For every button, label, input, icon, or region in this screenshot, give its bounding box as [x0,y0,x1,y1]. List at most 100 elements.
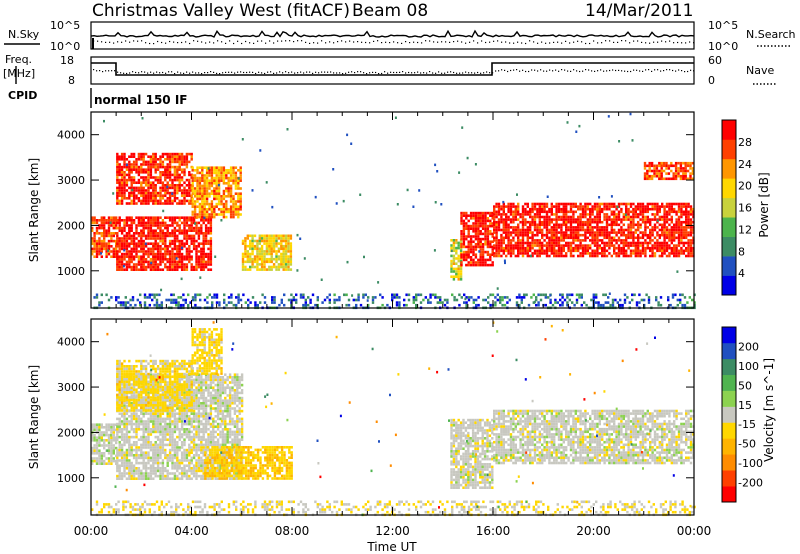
heatmap-cell [567,236,570,240]
heatmap-cell [672,177,675,181]
heatmap-cell [667,167,671,170]
heatmap-cell [481,217,485,220]
heatmap-cell [663,215,666,219]
heatmap-cell [689,231,693,234]
heatmap-cell [287,247,290,251]
heatmap-cell [668,218,671,221]
heatmap-cell [112,459,115,463]
heatmap-cell [472,298,475,302]
heatmap-cell [213,197,216,201]
heatmap-cell [128,258,131,261]
heatmap-cell [572,213,575,216]
heatmap-cell [507,239,510,242]
heatmap-cell [434,201,437,204]
heatmap-cell [512,226,515,229]
heatmap-cell [144,250,148,253]
heatmap-cell [574,226,577,229]
heatmap-cell [495,223,498,227]
heatmap-cell [162,209,165,213]
heatmap-cell [222,179,226,182]
heatmap-cell [199,276,202,279]
heatmap-cell [204,229,208,232]
nsearch-dot [625,40,627,42]
heatmap-cell [634,241,637,245]
heatmap-cell [147,199,150,203]
heatmap-cell [589,220,592,224]
heatmap-cell [203,184,206,188]
heatmap-cell [125,263,129,266]
heatmap-cell [581,252,585,255]
nsearch-dot [385,41,387,43]
heatmap-cell [125,268,129,271]
heatmap-cell [205,189,209,193]
heatmap-cell [229,174,233,177]
heatmap-cell [178,229,181,232]
heatmap-cell [359,303,363,307]
heatmap-cell [123,252,126,256]
heatmap-cell [643,177,647,181]
heatmap-cell [207,255,210,258]
nsky-tick-top: 10^5 [50,19,80,32]
heatmap-cell [474,243,478,246]
heatmap-cell [529,254,532,258]
heatmap-cell [533,218,537,221]
heatmap-cell [533,202,537,206]
nave-dot [690,69,692,71]
nsearch-dot [549,42,551,44]
heatmap-cell [105,250,108,253]
heatmap-cell [644,226,647,229]
heatmap-cell [541,241,544,245]
heatmap-cell [210,210,214,214]
heatmap-cell [557,215,561,219]
heatmap-cell [689,252,693,255]
heatmap-cell [661,244,664,247]
heatmap-cell [217,208,221,211]
heatmap-cell [655,169,659,173]
heatmap-cell [529,215,532,219]
heatmap-cell [149,247,153,251]
heatmap-cell [479,253,482,256]
heatmap-cell [166,245,169,248]
heatmap-cell [159,158,162,161]
heatmap-cell [152,186,155,190]
heatmap-cell [142,226,145,230]
heatmap-cell [222,171,226,175]
heatmap-cell [167,298,171,302]
heatmap-cell [658,254,661,258]
heatmap-cell [497,207,501,211]
heatmap-cell [474,253,478,256]
heatmap-cell [484,217,487,220]
heatmap-cell [627,244,630,247]
heatmap-cell [673,231,676,234]
heatmap-cell [183,197,186,200]
heatmap-cell [653,164,656,168]
heatmap-cell [159,173,162,177]
heatmap-cell [596,202,599,206]
heatmap-cell [613,202,616,206]
heatmap-cell [682,233,685,237]
heatmap-cell [682,252,685,255]
heatmap-cell [670,202,673,206]
heatmap-cell [125,184,129,187]
heatmap-cell [183,258,186,261]
heatmap-cell [417,293,420,297]
heatmap-cell [125,221,129,225]
heatmap-cell [673,202,676,206]
heatmap-cell [648,177,651,181]
heatmap-cell [289,268,293,271]
heatmap-cell [156,247,160,251]
heatmap-cell [222,213,226,216]
heatmap-cell [147,237,150,240]
heatmap-cell [265,239,269,243]
heatmap-cell [156,234,160,238]
heatmap-cell [164,171,167,174]
heatmap-cell [457,267,460,271]
heatmap-cell [213,293,216,297]
heatmap-cell [477,245,480,249]
heatmap-cell [197,234,201,238]
heatmap-cell [280,247,283,251]
heatmap-cell [333,293,336,297]
heatmap-cell [617,223,621,227]
heatmap-cell [120,459,124,462]
heatmap-cell [210,215,214,219]
